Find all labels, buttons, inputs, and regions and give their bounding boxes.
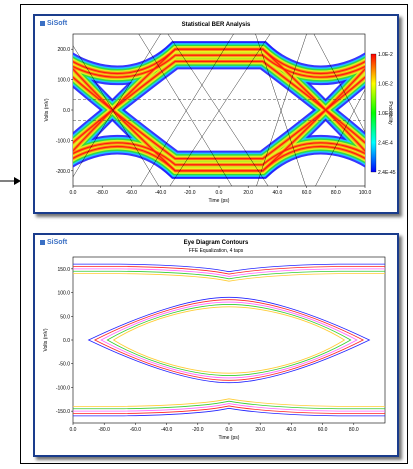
chart-title: Statistical BER Analysis — [181, 22, 251, 28]
y-tick-label: 100.0 — [57, 78, 70, 84]
upper-rail-contour — [73, 270, 385, 280]
colorbar — [370, 53, 377, 173]
lower-rail-contour — [73, 407, 385, 417]
bathtub-curve — [140, 34, 234, 186]
y-tick-label: -150.0 — [56, 409, 70, 415]
lower-rail-contour — [73, 405, 385, 414]
ber-band — [73, 48, 365, 152]
eye-contour — [112, 306, 346, 374]
x-tick-label: 60.0 — [302, 190, 312, 196]
colorbar-tick-label: 2.4E-45 — [378, 170, 396, 176]
y-tick-label: 50.0 — [60, 314, 70, 320]
y-tick-label: -100.0 — [56, 138, 70, 144]
colorbar-tick-label: 1.0E-3 — [378, 111, 393, 117]
x-axis-label: Time (ps) — [209, 198, 230, 204]
y-tick-label: -200.0 — [56, 169, 70, 175]
eye-contour-chart: 0.0 -80.0 -60.0 -40.0 -20.0 0.0 20.0 40.0 60.0 80… — [43, 256, 386, 441]
upper-rail-contour — [73, 263, 385, 273]
upper-rail-contour — [73, 266, 385, 275]
chart-title: Eye Diagram Contours — [183, 240, 249, 246]
x-tick-label: 40.0 — [287, 427, 297, 433]
x-tick-label: 40.0 — [273, 190, 283, 196]
bathtub-curve — [315, 89, 365, 186]
eye-contour — [106, 304, 352, 376]
bathtub-curve — [169, 34, 271, 186]
x-tick-label: -40.0 — [155, 190, 167, 196]
y-tick-label: -100.0 — [56, 385, 70, 391]
bathtub-curve — [256, 34, 307, 186]
colorbar-tick-label: 1.0E-2 — [378, 52, 393, 58]
x-tick-label: -20.0 — [192, 427, 204, 433]
x-tick-label: -40.0 — [161, 427, 173, 433]
lower-rail-contour — [73, 398, 385, 407]
x-tick-label: 80.0 — [349, 427, 359, 433]
x-tick-label: 100.0 — [359, 190, 372, 196]
x-tick-label: -60.0 — [130, 427, 142, 433]
x-tick-label: 0.0 — [70, 427, 77, 433]
x-tick-label: 80.0 — [331, 190, 341, 196]
lower-rail-contour — [73, 400, 385, 410]
y-tick-label: 0.0 — [63, 338, 70, 344]
y-axis-label: Volts (mV) — [43, 328, 49, 351]
bathtub-curve — [73, 34, 161, 178]
y-tick-label: -50.0 — [59, 362, 71, 368]
sisoft-logo: SiSoft — [40, 20, 67, 27]
statistical-ber-panel: SiSoft Statistical BER Analysis 0.0 -80.0… — [33, 14, 399, 214]
ber-band — [73, 60, 365, 144]
eye-contour — [93, 299, 365, 381]
heatmap-traces — [73, 34, 365, 186]
sisoft-logo: SiSoft — [40, 239, 67, 246]
upper-rail-contour — [73, 268, 385, 277]
colorbar-label: Probability — [387, 101, 393, 125]
y-tick-label: 200.0 — [57, 47, 70, 53]
eye-contour — [100, 301, 358, 379]
x-tick-label: 20.0 — [243, 190, 253, 196]
x-tick-label: 0.0 — [226, 427, 233, 433]
colorbar-tick-label: 1.0E-2 — [378, 82, 393, 88]
colorbar-tick-label: 2.4E-4 — [378, 141, 393, 147]
plot-area — [72, 256, 386, 424]
x-tick-label: -60.0 — [126, 190, 138, 196]
x-tick-label: 0.0 — [216, 190, 223, 196]
y-tick-label: 150.0 — [57, 267, 70, 273]
ber-band — [73, 68, 365, 172]
x-tick-label: 0.0 — [70, 190, 77, 196]
y-axis-label: Volts (mV) — [44, 98, 50, 121]
x-tick-label: -80.0 — [96, 190, 108, 196]
ber-heatmap: 0.0 -80.0 -60.0 -40.0 -20.0 0.0 20.0 40.0 60.0 80… — [44, 33, 396, 204]
eye-contour-panel: SiSoft Eye Diagram Contours FFE Equaliza… — [33, 233, 399, 457]
ber-band — [73, 54, 365, 78]
ber-band — [73, 76, 365, 160]
y-tick-label: 0.0 — [63, 108, 70, 114]
chart-subtitle: FFE Equalization, 4 taps — [188, 248, 244, 254]
x-tick-label: 20.0 — [255, 427, 265, 433]
x-axis-label: Time (ps) — [219, 435, 240, 441]
arrow-icon — [0, 177, 21, 185]
x-tick-label: -20.0 — [184, 190, 196, 196]
lower-rail-contour — [73, 403, 385, 412]
eye-contour — [87, 296, 371, 384]
y-tick-label: 100.0 — [57, 291, 70, 297]
x-tick-label: -80.0 — [98, 427, 110, 433]
x-tick-label: 60.0 — [318, 427, 328, 433]
upper-rail-contour — [73, 273, 385, 282]
